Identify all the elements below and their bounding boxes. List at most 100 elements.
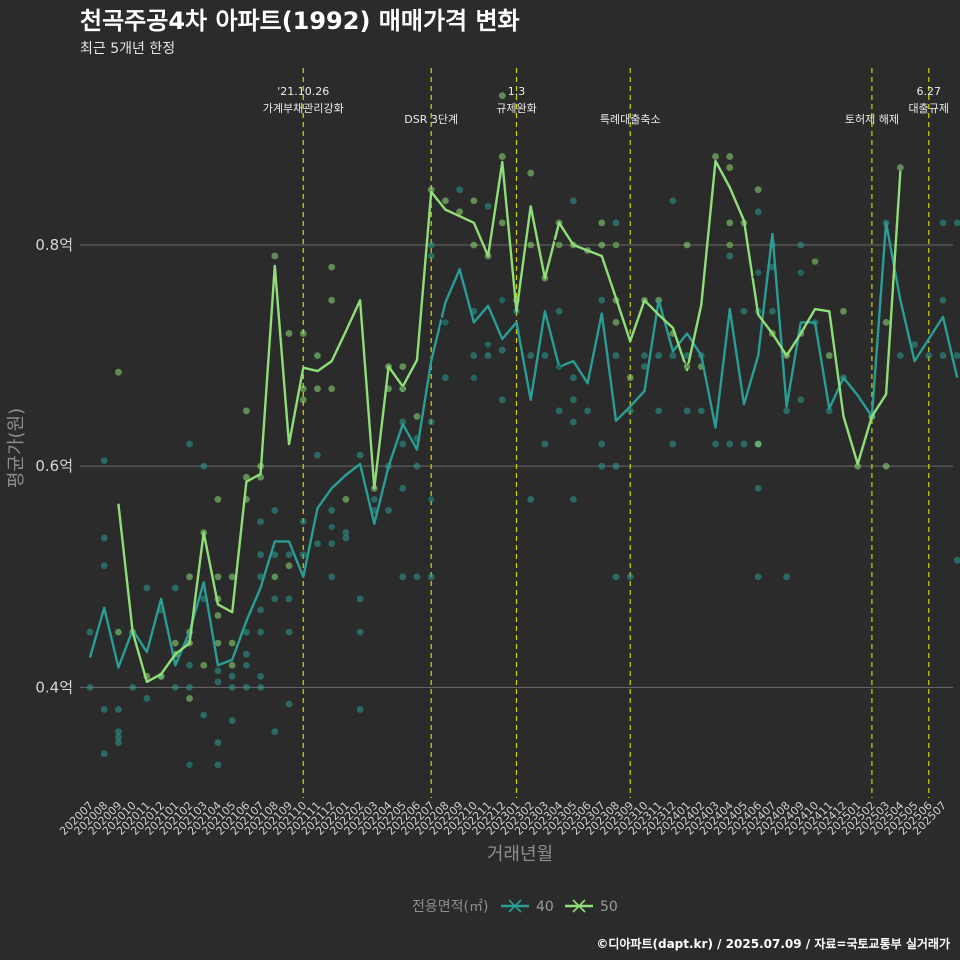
data-point-40 [712,440,719,448]
data-point-50 [527,169,535,177]
data-point-40 [939,219,947,227]
data-point-50 [214,612,222,619]
data-point-40 [356,451,364,459]
data-point-40 [442,374,449,382]
legend-label-50: 50 [600,899,618,915]
data-point-40 [427,418,435,426]
data-point-50 [683,241,691,249]
data-point-50 [498,153,506,160]
data-point-40 [228,672,236,680]
legend-marker-50 [572,899,586,913]
data-point-50 [171,639,179,647]
data-point-50 [825,352,833,359]
x-marker-point-40 [555,363,563,370]
data-point-40 [257,606,264,614]
data-point-40 [299,518,307,525]
data-point-40 [541,352,549,359]
data-point-40 [612,352,620,359]
x-marker-point-40 [499,297,506,304]
data-point-40 [655,352,663,359]
data-point-40 [527,352,535,359]
data-point-50 [726,164,734,171]
data-point-50 [285,330,293,337]
data-point-40 [953,352,960,359]
x-marker-point-40 [428,496,435,503]
data-point-40 [257,672,264,680]
data-point-40 [129,683,137,691]
data-point-40 [314,451,321,459]
data-point-40 [498,346,506,354]
data-point-50 [598,241,606,249]
data-point-50 [328,296,336,304]
data-point-50 [854,462,862,470]
data-point-40 [726,440,734,448]
data-point-40 [612,573,620,581]
x-marker-point-50 [555,241,563,249]
event-label: 6.27 [917,85,942,98]
data-point-40 [598,440,606,448]
data-point-50 [228,661,236,669]
data-point-50 [228,639,236,647]
data-point-40 [285,700,293,708]
data-point-40 [271,595,279,603]
data-point-40 [314,540,321,548]
data-point-40 [242,628,250,636]
data-point-50 [314,385,321,393]
data-point-40 [328,540,336,548]
chart-subtitle: 최근 5개년 한정 [80,41,175,57]
event-label: '21.10.26 [277,85,329,98]
data-point-40 [257,628,264,636]
data-point-50 [456,208,464,216]
data-point-50 [399,363,407,371]
data-point-40 [242,661,250,669]
data-point-40 [143,584,151,592]
data-point-40 [413,462,421,470]
data-point-50 [186,695,193,702]
data-point-40 [328,573,336,581]
data-point-40 [612,219,620,227]
data-point-50 [442,197,449,205]
data-point-40 [86,683,94,691]
x-marker-point-50 [271,573,279,580]
data-point-40 [271,728,279,736]
data-point-50 [612,318,620,326]
data-point-40 [299,551,307,559]
data-point-40 [100,534,108,542]
data-point-50 [342,495,350,503]
data-point-40 [356,628,364,636]
data-point-40 [655,407,663,415]
data-point-40 [939,352,947,359]
legend-label-40: 40 [536,899,554,915]
data-point-50 [228,573,236,581]
data-point-40 [257,551,264,559]
data-point-50 [896,164,904,171]
data-point-40 [385,507,392,514]
data-point-50 [754,440,762,448]
data-point-40 [669,352,677,359]
data-point-40 [257,683,264,691]
data-point-50 [470,197,478,205]
data-point-40 [399,573,407,581]
x-marker-point-50 [399,385,406,392]
data-point-50 [299,330,307,337]
data-point-40 [754,484,762,492]
data-point-50 [726,219,734,227]
data-point-40 [214,667,222,675]
data-point-40 [555,407,563,415]
data-point-40 [669,197,677,205]
data-point-50 [527,241,535,249]
data-point-50 [214,495,222,503]
data-point-40 [783,573,791,581]
y-tick-label: 0.8억 [35,236,73,254]
data-point-40 [484,202,492,210]
data-point-40 [427,252,435,260]
data-point-40 [86,628,94,636]
data-point-40 [797,241,805,249]
data-point-50 [498,92,506,100]
data-point-40 [356,595,364,603]
data-point-40 [527,495,535,503]
data-point-50 [626,374,634,382]
data-point-40 [612,462,620,470]
data-point-40 [641,363,648,371]
series-line-50 [117,159,902,684]
